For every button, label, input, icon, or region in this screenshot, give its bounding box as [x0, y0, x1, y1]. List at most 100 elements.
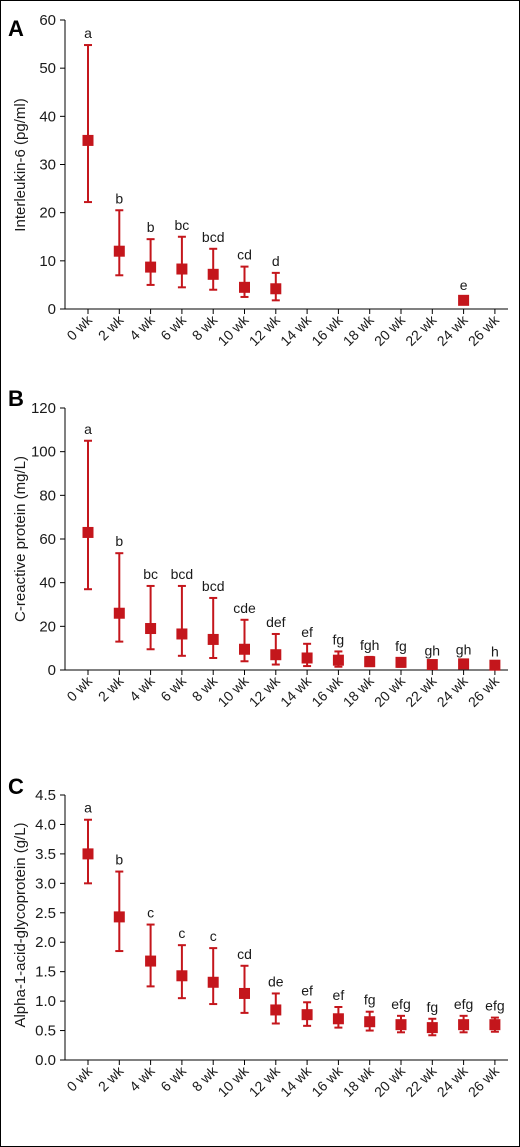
- data-point: [364, 1016, 376, 1028]
- y-tick-label: 10: [39, 253, 56, 270]
- x-tick-label: 2 wk: [95, 672, 127, 704]
- significance-label: b: [115, 533, 123, 549]
- data-point: [145, 623, 157, 635]
- y-axis-label: Alpha-1-acid-glycoprotein (g/L): [12, 822, 29, 1027]
- significance-label: fg: [395, 638, 407, 654]
- panel-letter: C: [8, 774, 24, 799]
- data-point: [207, 268, 219, 280]
- x-tick-label: 24 wk: [434, 1062, 472, 1100]
- significance-label: cd: [237, 247, 252, 263]
- x-tick-label: 22 wk: [402, 311, 440, 349]
- data-point: [82, 848, 94, 860]
- data-point: [145, 955, 157, 967]
- data-point: [239, 281, 250, 293]
- data-point: [270, 649, 282, 661]
- y-tick-label: 20: [39, 618, 56, 635]
- data-point: [364, 656, 376, 668]
- significance-label: d: [272, 253, 280, 269]
- y-tick-label: 0: [48, 662, 56, 679]
- x-tick-label: 2 wk: [95, 1062, 127, 1094]
- data-point: [239, 643, 250, 655]
- significance-label: efg: [391, 996, 410, 1012]
- significance-label: ef: [301, 624, 313, 640]
- x-tick-label: 14 wk: [277, 1062, 315, 1100]
- data-point: [176, 970, 188, 982]
- x-tick-label: 0 wk: [63, 311, 95, 343]
- x-tick-label: 10 wk: [214, 1062, 252, 1100]
- data-point: [395, 656, 407, 668]
- significance-label: b: [147, 219, 155, 235]
- data-point: [458, 658, 470, 670]
- data-point: [270, 283, 282, 295]
- x-tick-label: 16 wk: [308, 1062, 346, 1100]
- y-tick-label: 30: [39, 157, 56, 174]
- significance-label: bcd: [202, 229, 225, 245]
- significance-label: a: [84, 800, 92, 816]
- significance-label: def: [266, 614, 286, 630]
- x-tick-label: 4 wk: [126, 311, 158, 343]
- panel-c: C 0.0 0.5 1.0 1.5 2.0 2.5 3.0 3.5 4.0 4.5 Alpha-1-a…: [8, 774, 508, 1100]
- panel-b: B 0 20 40 60 80 100 120 C-reactive protein (mg/L…: [8, 386, 508, 710]
- significance-label: a: [84, 25, 92, 41]
- significance-label: bc: [143, 566, 158, 582]
- data-point: [332, 654, 344, 666]
- x-tick-label: 20 wk: [371, 1062, 409, 1100]
- significance-label: fgh: [360, 637, 379, 653]
- data-point: [270, 1004, 282, 1016]
- y-tick-label: 40: [39, 108, 56, 125]
- significance-label: efg: [454, 996, 473, 1012]
- data-point: [82, 526, 94, 538]
- x-tick-label: 6 wk: [157, 1062, 189, 1094]
- y-tick-label: 100: [31, 444, 56, 461]
- x-tick-label: 20 wk: [371, 311, 409, 349]
- y-tick-label: 1.0: [35, 993, 56, 1010]
- y-axis-label: Interleukin-6 (pg/ml): [12, 98, 29, 231]
- data-point: [207, 976, 219, 988]
- x-tick-label: 10 wk: [214, 672, 252, 710]
- data-point: [489, 1019, 501, 1031]
- y-tick-label: 2.0: [35, 934, 56, 951]
- x-tick-label: 20 wk: [371, 672, 409, 710]
- panel-letter: B: [8, 386, 24, 411]
- y-tick-label: 3.0: [35, 875, 56, 892]
- y-tick-label: 0.5: [35, 1023, 56, 1040]
- x-tick-label: 18 wk: [340, 1062, 378, 1100]
- y-tick-label: 4.5: [35, 787, 56, 804]
- y-tick-label: 60: [39, 12, 56, 29]
- data-point: [113, 911, 125, 923]
- x-tick-label: 24 wk: [434, 672, 472, 710]
- y-tick-label: 40: [39, 575, 56, 592]
- data-point: [82, 134, 94, 146]
- x-tick-label: 18 wk: [340, 672, 378, 710]
- y-tick-label: 50: [39, 60, 56, 77]
- significance-label: cde: [233, 600, 256, 616]
- x-tick-label: 24 wk: [434, 311, 472, 349]
- significance-label: ef: [301, 982, 313, 998]
- significance-label: b: [115, 852, 123, 868]
- significance-label: c: [178, 925, 185, 941]
- x-tick-label: 18 wk: [340, 311, 378, 349]
- x-tick-label: 16 wk: [308, 672, 346, 710]
- x-tick-label: 12 wk: [246, 311, 284, 349]
- significance-label: c: [147, 905, 154, 921]
- data-point: [426, 659, 438, 671]
- data-point: [489, 659, 501, 671]
- data-point: [176, 628, 188, 640]
- x-tick-label: 0 wk: [63, 1062, 95, 1094]
- data-point: [207, 633, 219, 645]
- x-tick-label: 4 wk: [126, 672, 158, 704]
- x-tick-label: 22 wk: [402, 1062, 440, 1100]
- data-point: [301, 1009, 313, 1021]
- data-point: [301, 652, 313, 664]
- significance-label: a: [84, 421, 92, 437]
- significance-label: c: [210, 928, 217, 944]
- significance-label: de: [268, 973, 284, 989]
- y-tick-label: 2.5: [35, 905, 56, 922]
- significance-label: cd: [237, 946, 252, 962]
- y-tick-label: 60: [39, 531, 56, 548]
- y-tick-label: 80: [39, 487, 56, 504]
- data-point: [176, 263, 188, 275]
- significance-label: ef: [333, 987, 345, 1003]
